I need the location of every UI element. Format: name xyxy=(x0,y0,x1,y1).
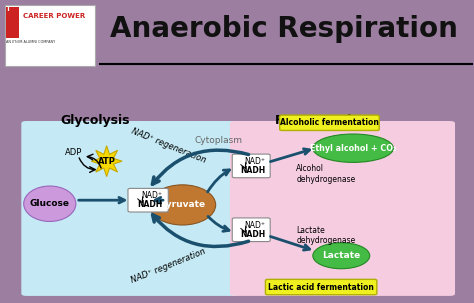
Text: Fermentation: Fermentation xyxy=(275,114,370,127)
Text: AN IIT/IIM ALUMNI COMPANY: AN IIT/IIM ALUMNI COMPANY xyxy=(6,40,55,45)
Text: NAD⁺: NAD⁺ xyxy=(245,221,265,230)
Text: Lactic acid fermentation: Lactic acid fermentation xyxy=(268,282,374,291)
Text: ADP: ADP xyxy=(65,148,82,158)
Text: ATP: ATP xyxy=(98,157,116,166)
Text: NAD⁺: NAD⁺ xyxy=(141,191,163,201)
Ellipse shape xyxy=(313,243,370,269)
FancyBboxPatch shape xyxy=(6,7,19,38)
Text: NAD⁺ regeneration: NAD⁺ regeneration xyxy=(130,127,207,165)
Text: Anaerobic Respiration: Anaerobic Respiration xyxy=(110,15,458,43)
FancyBboxPatch shape xyxy=(232,154,270,178)
Text: Alcohol
dehydrogenase: Alcohol dehydrogenase xyxy=(296,165,356,184)
Text: Glycolysis: Glycolysis xyxy=(60,114,129,127)
Text: Lactate: Lactate xyxy=(322,251,360,260)
Text: NAD⁺ regeneration: NAD⁺ regeneration xyxy=(130,247,207,285)
Text: Lactate
dehydrogenase: Lactate dehydrogenase xyxy=(296,226,356,245)
Polygon shape xyxy=(91,146,122,177)
FancyBboxPatch shape xyxy=(230,121,455,296)
Ellipse shape xyxy=(149,185,216,225)
FancyBboxPatch shape xyxy=(128,188,168,212)
Text: Alcoholic fermentation: Alcoholic fermentation xyxy=(280,118,379,127)
Ellipse shape xyxy=(313,134,393,162)
Text: Ethyl alcohol + CO₂: Ethyl alcohol + CO₂ xyxy=(310,144,396,153)
Text: Glucose: Glucose xyxy=(30,199,70,208)
Text: Pyruvate: Pyruvate xyxy=(159,200,206,209)
Text: NADH: NADH xyxy=(240,230,266,239)
Text: NAD⁺: NAD⁺ xyxy=(245,157,265,166)
FancyBboxPatch shape xyxy=(21,121,239,296)
Text: T: T xyxy=(6,5,11,12)
Text: CAREER POWER: CAREER POWER xyxy=(23,12,85,18)
FancyBboxPatch shape xyxy=(280,115,379,131)
FancyBboxPatch shape xyxy=(5,5,95,66)
FancyBboxPatch shape xyxy=(232,218,270,241)
Text: Cytoplasm: Cytoplasm xyxy=(194,136,242,145)
Text: NADH: NADH xyxy=(137,200,163,209)
Ellipse shape xyxy=(24,186,76,221)
FancyBboxPatch shape xyxy=(265,279,377,295)
Text: NADH: NADH xyxy=(240,166,266,175)
